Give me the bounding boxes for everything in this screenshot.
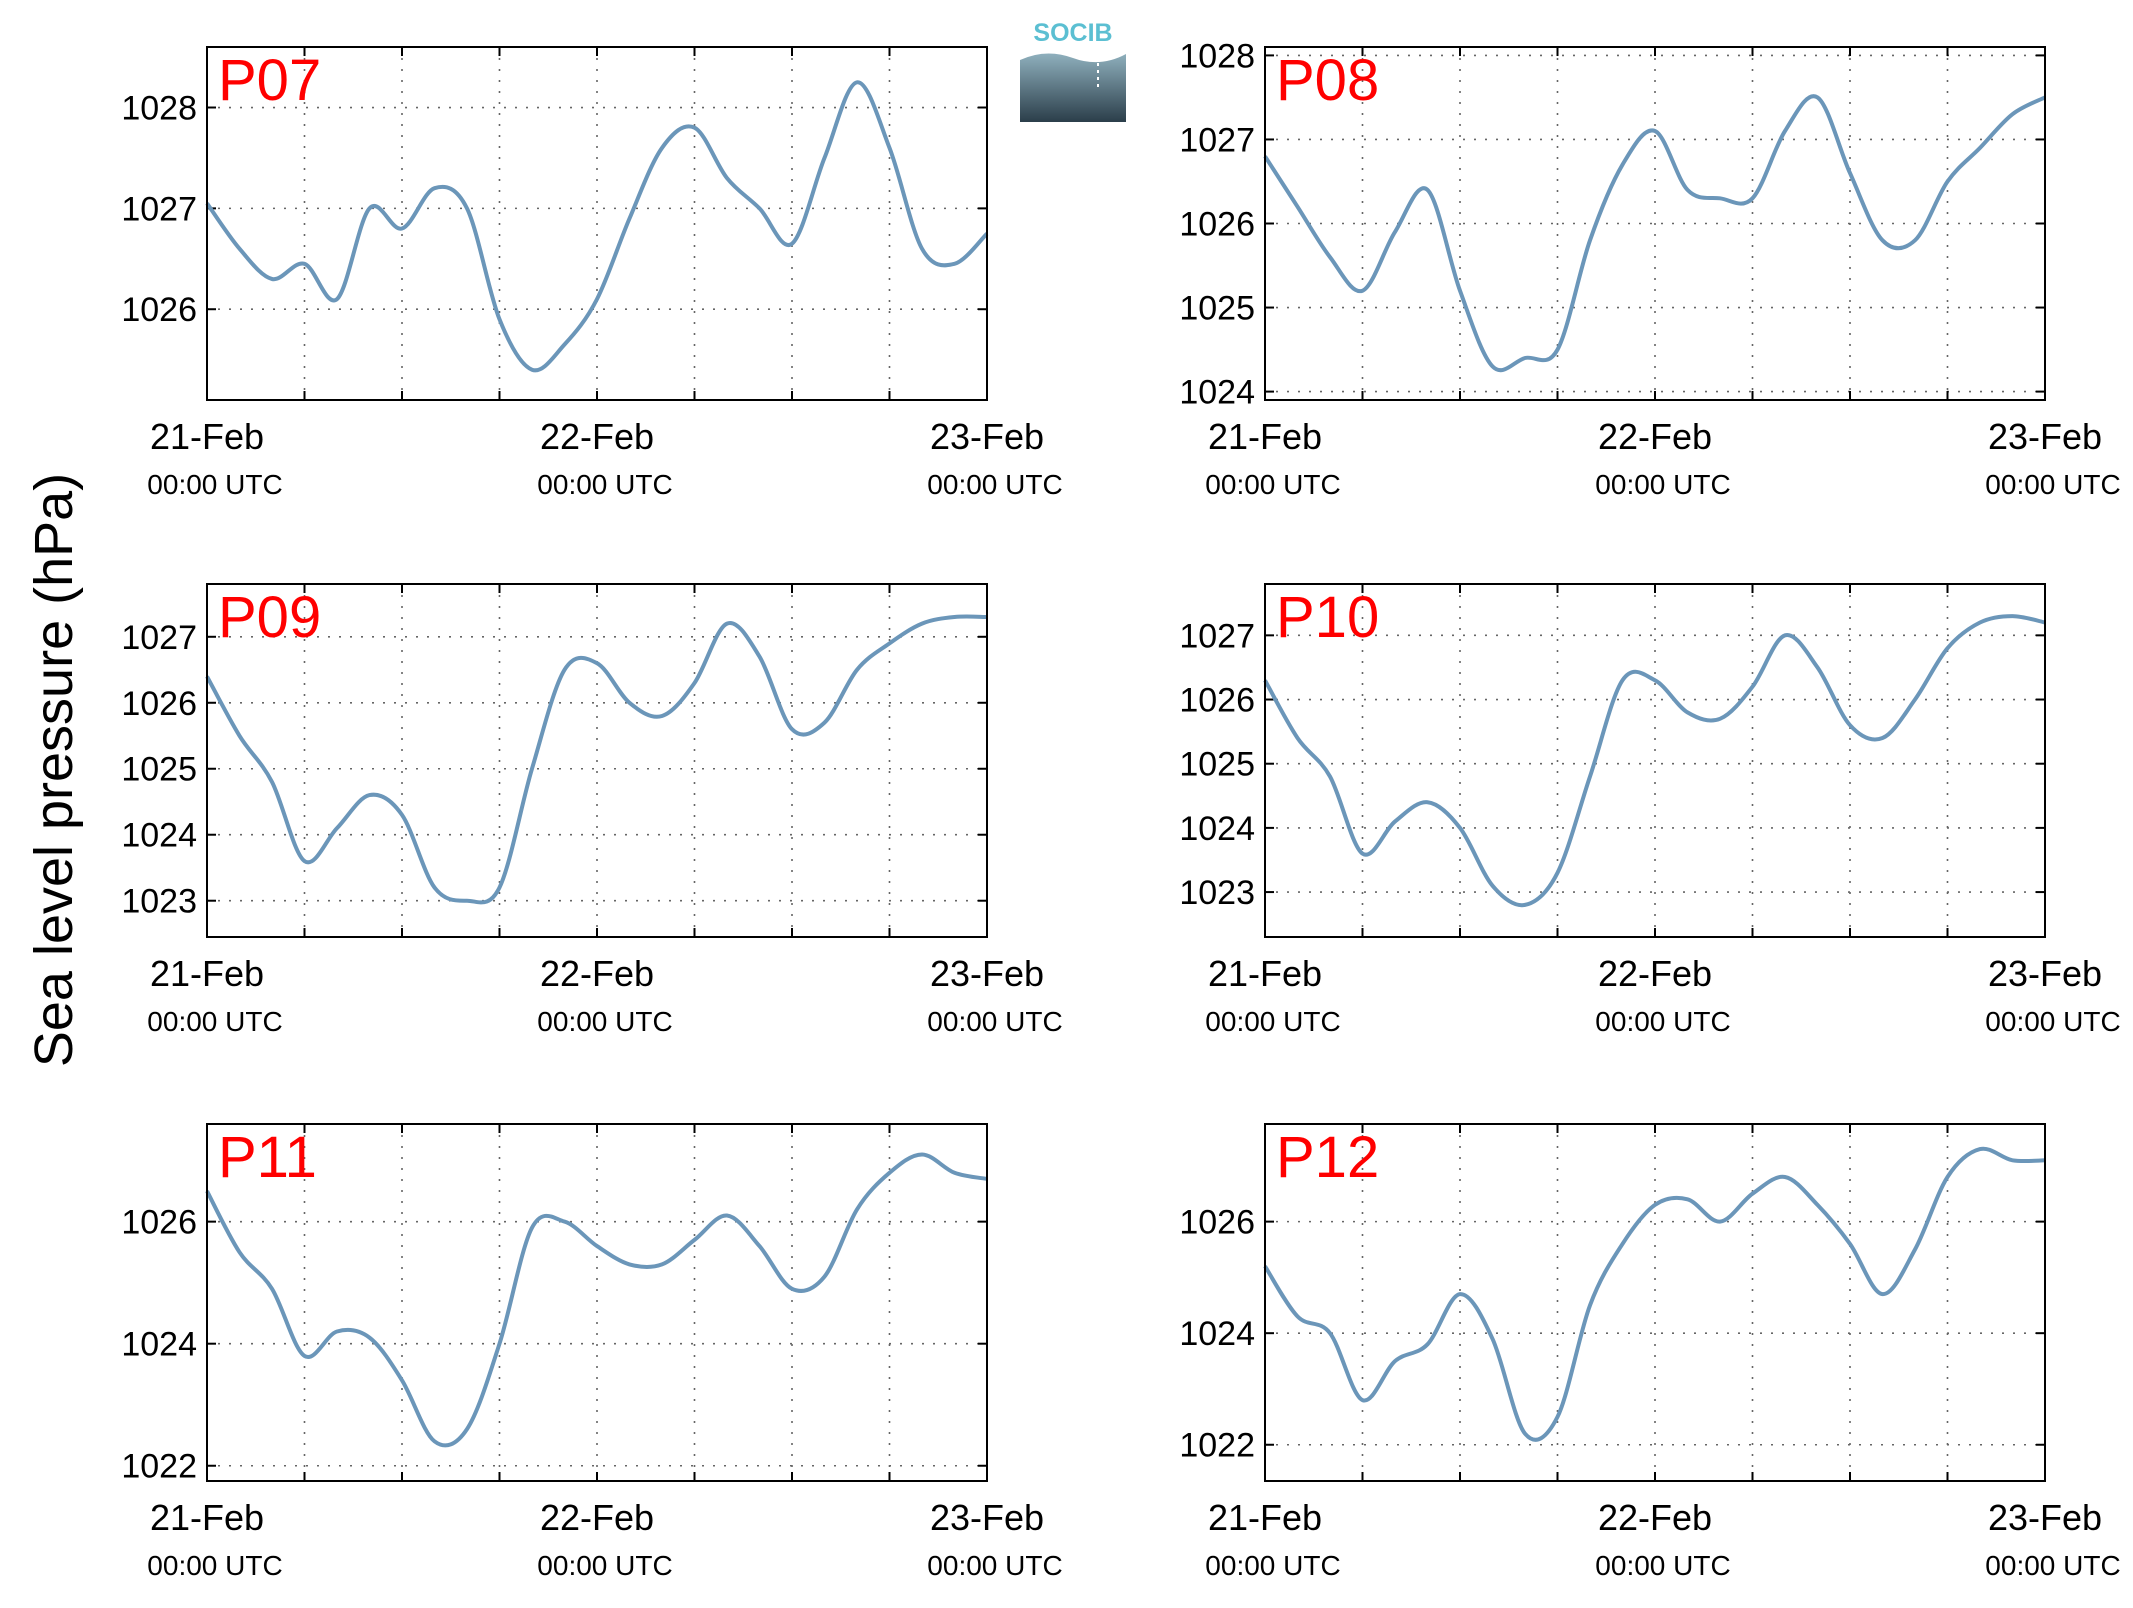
x-tick-label-time: 00:00 UTC xyxy=(1985,1006,2120,1037)
x-tick-label-date: 21-Feb xyxy=(1208,953,1322,994)
x-tick-label-time: 00:00 UTC xyxy=(147,1550,282,1581)
y-tick-label: 1024 xyxy=(1179,1315,1255,1353)
y-tick-label: 1026 xyxy=(1179,1204,1255,1242)
chart-panel-p12: 1022 1024 1026 P12 21-Feb 00:00 UTC 22-Feb 00:0… xyxy=(1179,1123,2121,1581)
y-tick-label: 1027 xyxy=(1179,121,1255,159)
y-tick-label: 1026 xyxy=(121,1204,197,1242)
y-tick-label: 1024 xyxy=(121,817,197,855)
x-tick-label-date: 21-Feb xyxy=(150,953,264,994)
x-tick-label-time: 00:00 UTC xyxy=(1205,469,1340,500)
y-tick-label: 1026 xyxy=(121,291,197,329)
x-tick-label-date: 22-Feb xyxy=(540,953,654,994)
x-tick-label-date: 22-Feb xyxy=(1598,416,1712,457)
y-tick-label: 1023 xyxy=(1179,874,1255,912)
panel-label: P10 xyxy=(1276,585,1379,650)
chart-panel-p09: 1023 1024 1025 1026 1027 P09 21-Feb 00:00 UTC 22… xyxy=(121,583,1063,1037)
y-tick-label: 1024 xyxy=(1179,810,1255,848)
y-tick-label: 1022 xyxy=(121,1448,197,1486)
x-tick-label-time: 00:00 UTC xyxy=(1595,1006,1730,1037)
x-tick-label-time: 00:00 UTC xyxy=(1985,469,2120,500)
x-tick-label-time: 00:00 UTC xyxy=(927,469,1062,500)
y-tick-label: 1028 xyxy=(1179,37,1255,75)
x-tick-label-date: 22-Feb xyxy=(540,1497,654,1538)
panel-label: P11 xyxy=(218,1125,317,1190)
pressure-series-line xyxy=(1263,94,2046,373)
logo-text: SOCIB xyxy=(1033,19,1112,47)
x-tick-label-time: 00:00 UTC xyxy=(1205,1006,1340,1037)
panel-label: P12 xyxy=(1276,1125,1379,1190)
y-tick-label: 1025 xyxy=(1179,746,1255,784)
pressure-series-line xyxy=(205,614,988,905)
axes-frame xyxy=(206,1123,988,1482)
y-axis-label: Sea level pressure (hPa) xyxy=(24,473,84,1067)
axes-frame xyxy=(1264,1123,2046,1482)
x-tick-label-date: 23-Feb xyxy=(1988,953,2102,994)
y-tick-label: 1026 xyxy=(1179,206,1255,244)
y-tick-label: 1027 xyxy=(121,190,197,228)
y-tick-label: 1024 xyxy=(1179,374,1255,412)
x-tick-label-time: 00:00 UTC xyxy=(927,1006,1062,1037)
pressure-series-line xyxy=(1263,1146,2046,1442)
x-tick-label-date: 23-Feb xyxy=(930,1497,1044,1538)
panel-label: P08 xyxy=(1276,48,1379,113)
x-tick-label-date: 22-Feb xyxy=(540,416,654,457)
x-tick-label-date: 23-Feb xyxy=(930,416,1044,457)
x-tick-label-date: 21-Feb xyxy=(1208,416,1322,457)
x-tick-label-time: 00:00 UTC xyxy=(1205,1550,1340,1581)
x-tick-label-time: 00:00 UTC xyxy=(537,1550,672,1581)
y-tick-label: 1026 xyxy=(1179,682,1255,720)
chart-panels: 1026 1027 1028 P07 21-Feb 00:00 UTC 22-Feb 00:0… xyxy=(121,37,2120,1581)
y-tick-label: 1026 xyxy=(121,685,197,723)
axes-frame xyxy=(1264,46,2046,401)
pressure-series-line xyxy=(205,1152,988,1448)
y-tick-label: 1025 xyxy=(1179,290,1255,328)
x-tick-label-time: 00:00 UTC xyxy=(1985,1550,2120,1581)
x-tick-label-date: 21-Feb xyxy=(1208,1497,1322,1538)
x-tick-label-time: 00:00 UTC xyxy=(147,469,282,500)
y-tick-label: 1023 xyxy=(121,883,197,921)
axes-frame xyxy=(206,583,988,938)
panel-label: P07 xyxy=(218,48,321,113)
x-tick-label-date: 21-Feb xyxy=(150,1497,264,1538)
x-tick-label-time: 00:00 UTC xyxy=(147,1006,282,1037)
y-tick-label: 1024 xyxy=(121,1326,197,1364)
pressure-series-line xyxy=(205,80,989,373)
x-tick-label-time: 00:00 UTC xyxy=(537,469,672,500)
y-tick-label: 1027 xyxy=(121,619,197,657)
x-tick-label-date: 21-Feb xyxy=(150,416,264,457)
chart-panel-p08: 1024 1025 1026 1027 1028 P08 21-Feb 00:00 UTC 22… xyxy=(1179,37,2120,500)
chart-panel-p07: 1026 1027 1028 P07 21-Feb 00:00 UTC 22-Feb 00:0… xyxy=(121,46,1063,500)
axes-frame xyxy=(206,46,988,401)
x-tick-label-date: 23-Feb xyxy=(1988,416,2102,457)
x-tick-label-date: 23-Feb xyxy=(1988,1497,2102,1538)
socib-logo: SOCIB xyxy=(1020,18,1126,122)
axes-frame xyxy=(1264,583,2046,938)
x-tick-label-date: 23-Feb xyxy=(930,953,1044,994)
x-tick-label-time: 00:00 UTC xyxy=(927,1550,1062,1581)
chart-panel-p11: 1022 1024 1026 P11 21-Feb 00:00 UTC 22-Feb 00:0… xyxy=(121,1123,1063,1581)
y-tick-label: 1027 xyxy=(1179,617,1255,655)
x-tick-label-date: 22-Feb xyxy=(1598,953,1712,994)
x-tick-label-date: 22-Feb xyxy=(1598,1497,1712,1538)
pressure-series-line xyxy=(1263,614,2046,908)
y-tick-label: 1028 xyxy=(121,90,197,128)
y-tick-label: 1022 xyxy=(1179,1427,1255,1465)
x-tick-label-time: 00:00 UTC xyxy=(537,1006,672,1037)
panel-label: P09 xyxy=(218,585,321,650)
chart-panel-p10: 1023 1024 1025 1026 1027 P10 21-Feb 00:00 UTC 22… xyxy=(1179,583,2121,1037)
x-tick-label-time: 00:00 UTC xyxy=(1595,469,1730,500)
y-tick-label: 1025 xyxy=(121,751,197,789)
x-tick-label-time: 00:00 UTC xyxy=(1595,1550,1730,1581)
